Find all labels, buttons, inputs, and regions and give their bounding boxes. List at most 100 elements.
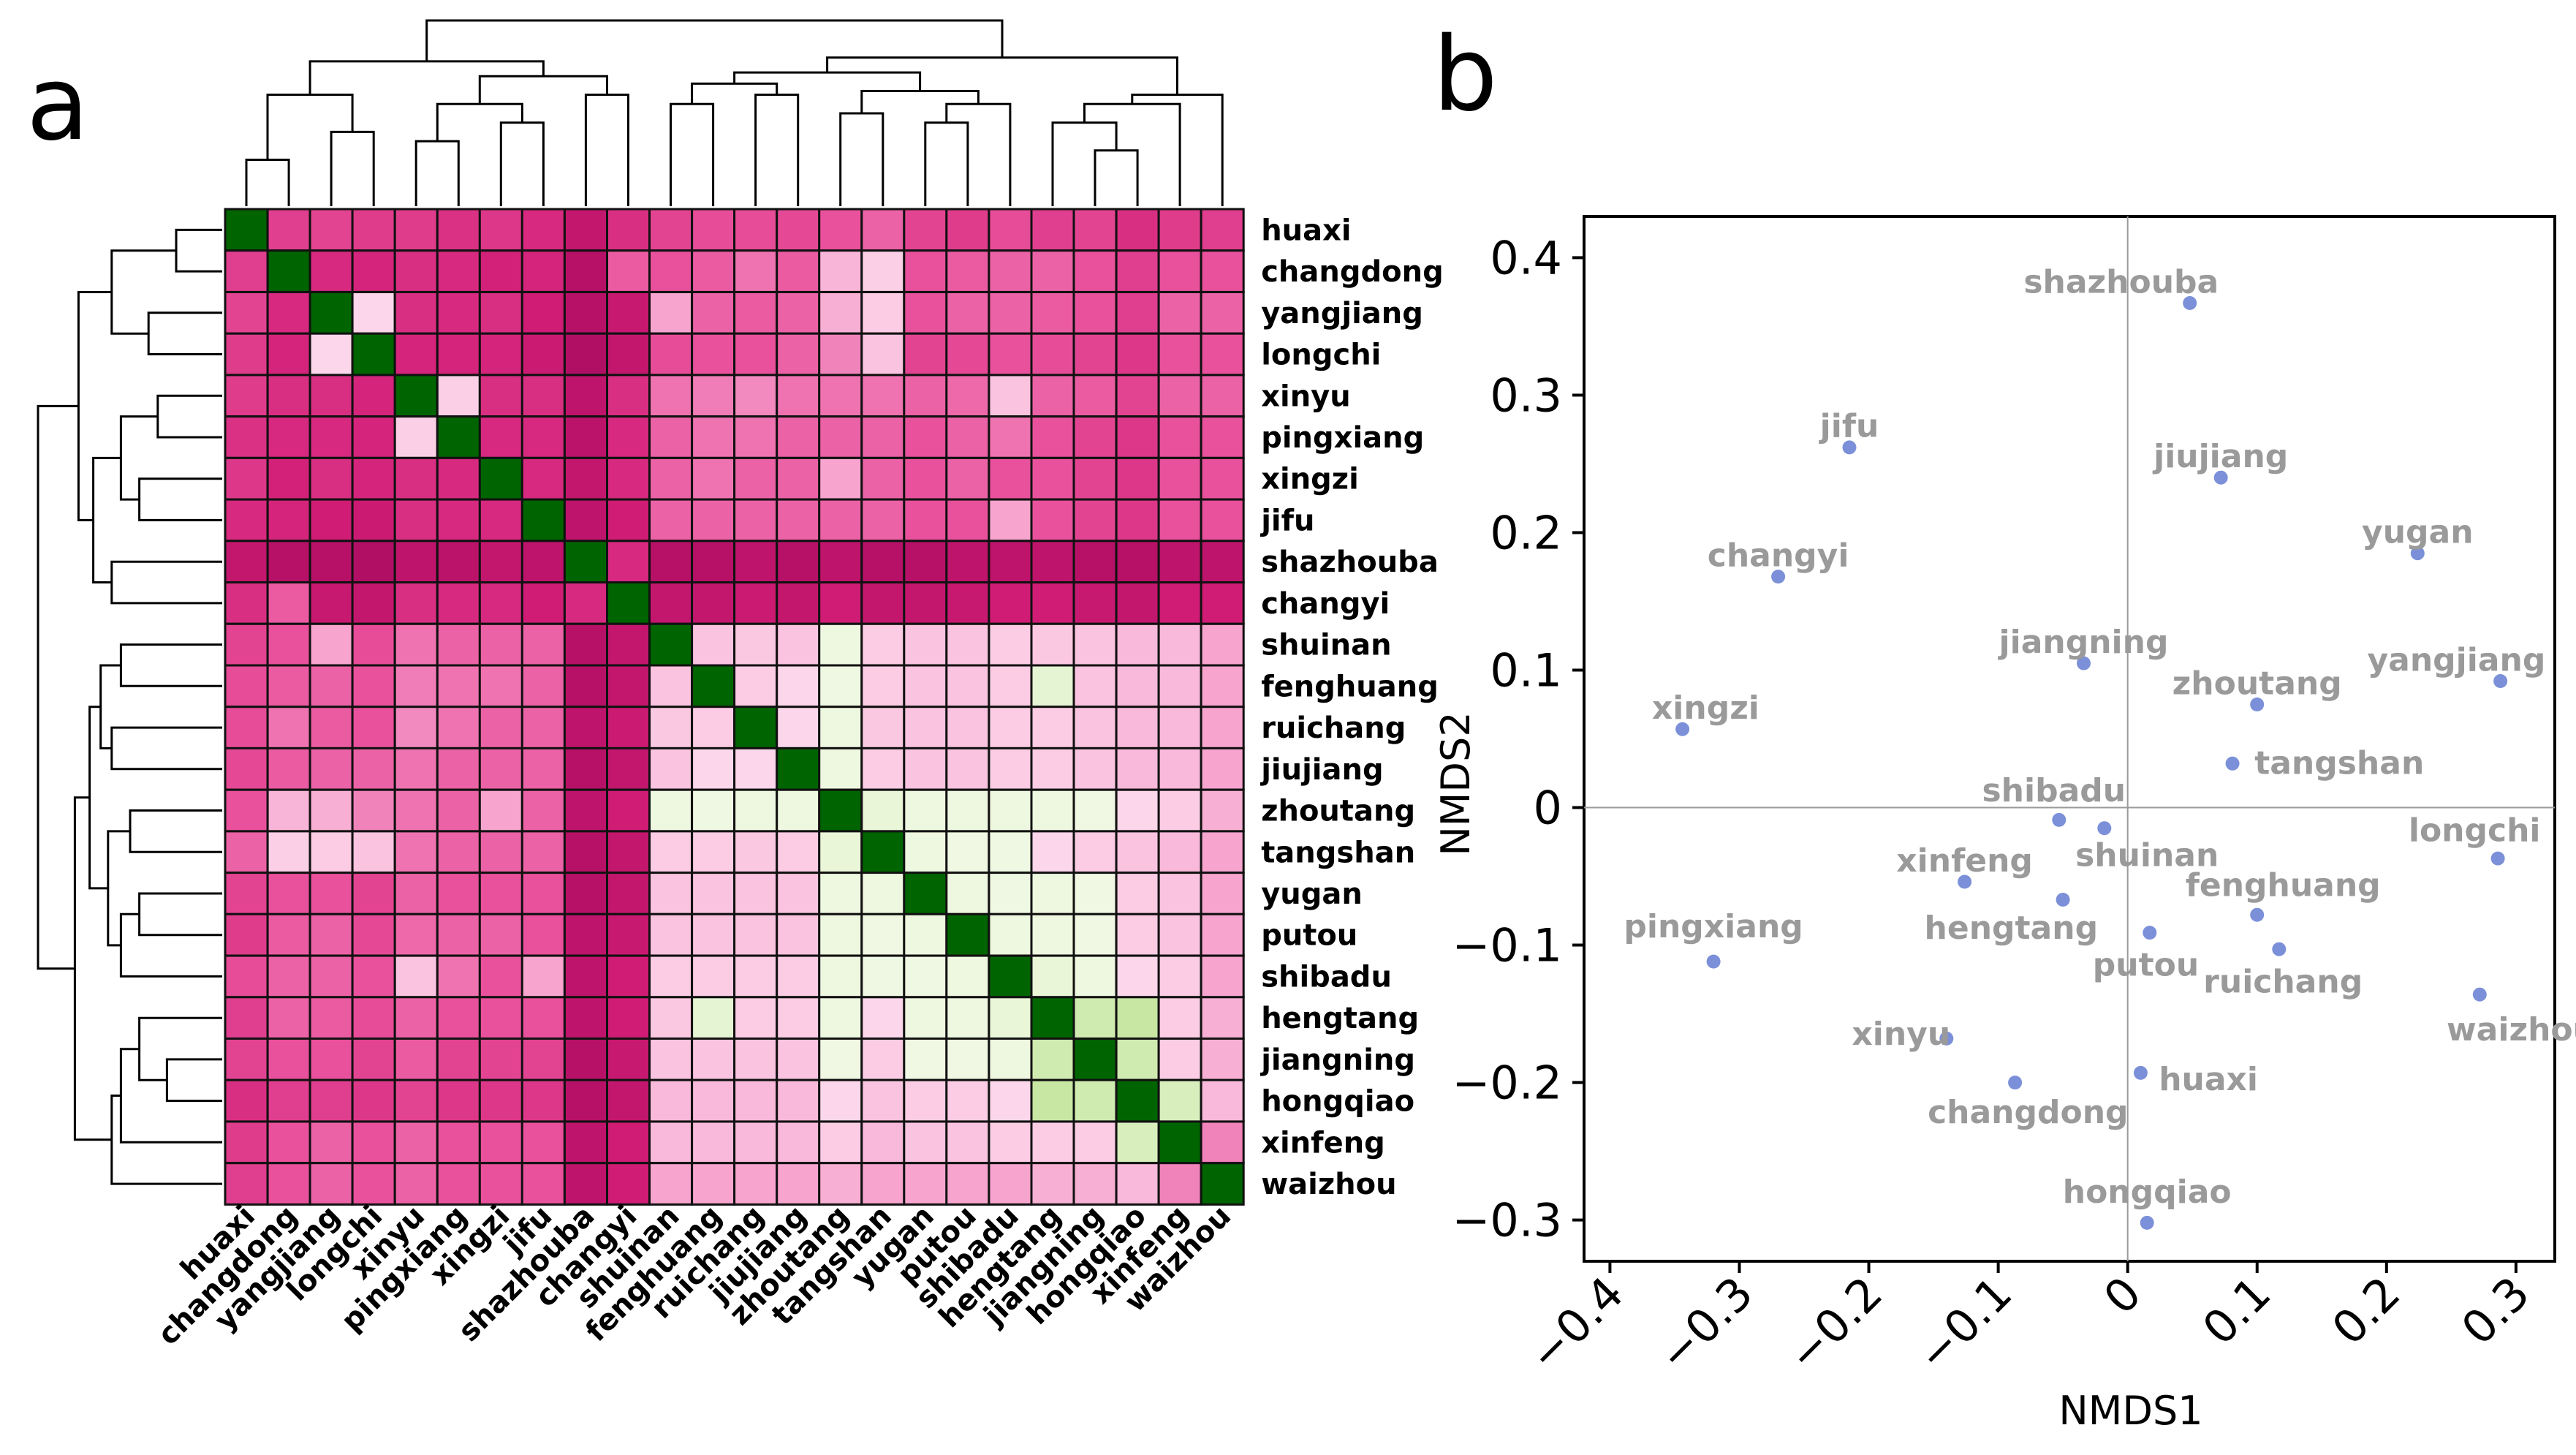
heatmap-cell (436, 622, 481, 667)
heatmap-cell (224, 1038, 269, 1081)
heatmap-cell (691, 872, 736, 915)
heatmap-cell (520, 249, 566, 293)
heatmap-cell (478, 664, 523, 708)
heatmap-cell (436, 954, 481, 999)
heatmap-cell (818, 415, 863, 459)
heatmap-cell (224, 664, 269, 708)
x-tick-label: 0.2 (2322, 1266, 2410, 1355)
heatmap-cell (351, 996, 396, 1040)
heatmap-cell (224, 498, 269, 543)
heatmap-cell (776, 208, 821, 252)
heatmap-cell (903, 622, 948, 667)
heatmap-cell (351, 456, 396, 501)
heatmap-cell (520, 954, 566, 999)
heatmap-cell (1030, 208, 1075, 252)
dendrogram-link (73, 796, 112, 1141)
heatmap-cell (266, 1120, 311, 1165)
heatmap-cell (393, 664, 439, 708)
point-label-pingxiang: pingxiang (1624, 908, 1803, 945)
heatmap-cell (733, 581, 779, 625)
point-label-shuinan: shuinan (2075, 836, 2219, 874)
heatmap-cell (1200, 747, 1245, 791)
heatmap-cell (733, 1120, 779, 1165)
heatmap-cell (224, 249, 269, 293)
heatmap-cell (436, 788, 481, 833)
heatmap-cell (776, 1120, 821, 1165)
heatmap-cell (776, 249, 821, 293)
heatmap-cell (606, 912, 651, 957)
heatmap-cell (308, 291, 354, 335)
heatmap-cell (393, 788, 439, 833)
dendrogram-link (37, 404, 79, 970)
heatmap-cell (1030, 664, 1075, 708)
heatmap-cell (308, 374, 354, 418)
heatmap-cell (648, 1120, 694, 1165)
heatmap-cell (776, 706, 821, 749)
column-dendrogram (245, 19, 1224, 206)
heatmap-cell (436, 1038, 481, 1081)
heatmap-cell (351, 706, 396, 749)
heatmap-cell (224, 540, 269, 583)
y-tick-label: 0.4 (1490, 231, 1562, 284)
heatmap-cell (520, 664, 566, 708)
heatmap-cell (436, 706, 481, 749)
heatmap-cell (1030, 332, 1075, 377)
heatmap-cell (520, 622, 566, 667)
heatmap-cell (648, 208, 694, 252)
y-tick-label: 0.3 (1490, 369, 1562, 422)
heatmap-cell (1157, 456, 1202, 501)
heatmap-cell (606, 622, 651, 667)
heatmap-cell (1072, 664, 1118, 708)
clustered-heatmap: huaxi changdong yangjiang longchi xinyu pingx… (37, 19, 1444, 1352)
heatmap-cell (733, 498, 779, 543)
row-label: fenghuang (1261, 670, 1439, 703)
heatmap-cell (266, 291, 311, 335)
dendrogram-link (826, 56, 1178, 95)
heatmap-cell (1072, 872, 1118, 915)
heatmap-cell (818, 1038, 863, 1081)
heatmap-cell (648, 664, 694, 708)
heatmap-cell (860, 1162, 906, 1206)
heatmap-cell (224, 788, 269, 833)
heatmap-cell (648, 1162, 694, 1206)
row-label: zhoutang (1261, 795, 1415, 828)
dendrogram-link (138, 1016, 222, 1081)
heatmap-cell (1030, 498, 1075, 543)
row-label: ruichang (1261, 711, 1406, 745)
heatmap-cell (563, 706, 609, 749)
heatmap-cell (733, 374, 779, 418)
heatmap-cell (520, 415, 566, 459)
heatmap-cell (733, 1162, 779, 1206)
dendrogram-link (330, 130, 375, 206)
heatmap-cell (308, 1038, 354, 1081)
heatmap-cell (691, 830, 736, 874)
heatmap-cell (1157, 872, 1202, 915)
heatmap-cell (308, 540, 354, 583)
heatmap-cell (1030, 996, 1075, 1040)
point-label-putou: putou (2093, 947, 2199, 984)
heatmap-cell (351, 912, 396, 957)
heatmap-cell (1030, 540, 1075, 583)
heatmap-cell (606, 788, 651, 833)
scatter-points: shazhouba jifu jiujiang yugan changyi jiangni… (1624, 263, 2576, 1230)
heatmap-cell (1115, 747, 1160, 791)
heatmap-cell (393, 498, 439, 543)
heatmap-cell (818, 1162, 863, 1206)
heatmap-cell (648, 954, 694, 999)
heatmap-cell (1072, 415, 1118, 459)
heatmap-cell (1030, 872, 1075, 915)
heatmap-cell (648, 415, 694, 459)
heatmap-cell (1115, 912, 1160, 957)
heatmap-cell (818, 788, 863, 833)
heatmap-cell (945, 954, 990, 999)
heatmap-cell (1200, 249, 1245, 293)
heatmap-cell (393, 249, 439, 293)
heatmap-cell (648, 1078, 694, 1123)
heatmap-cell (478, 872, 523, 915)
heatmap-cell (988, 1078, 1033, 1123)
x-tick-label: 0.1 (2192, 1266, 2281, 1355)
point-label-jiangning: jiangning (1998, 624, 2169, 661)
heatmap-cell (691, 706, 736, 749)
heatmap-cell (478, 706, 523, 749)
heatmap-cell (436, 1162, 481, 1206)
